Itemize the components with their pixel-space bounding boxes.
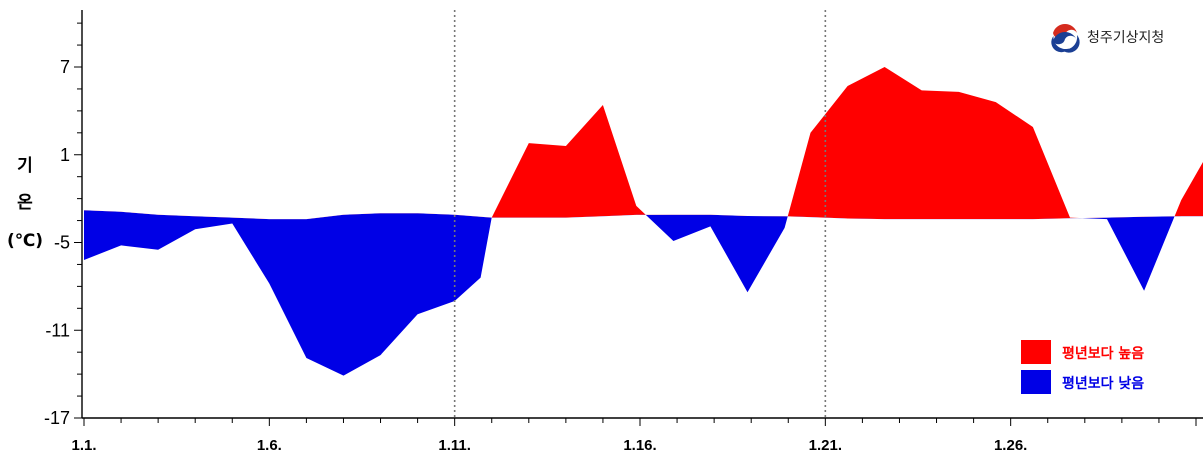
above-normal-area xyxy=(84,67,1203,220)
x-tick-label: 1.26. xyxy=(994,437,1027,454)
y-axis-label-char-1: 기 xyxy=(17,156,33,176)
legend-label: 평년보다 높음 xyxy=(1062,345,1144,362)
x-ticks: 1.1. 1.6. 1.11. 1.16. 1.21. 1.26. xyxy=(71,418,1197,454)
y-ticks: 7 1 -5 -11 -17 xyxy=(44,22,82,428)
y-tick-label: -5 xyxy=(54,233,70,253)
below-normal-area xyxy=(84,210,1203,376)
brand-name: 청주기상지청 xyxy=(1087,30,1164,46)
x-tick-label: 1.1. xyxy=(71,437,96,454)
government-emblem-icon xyxy=(1051,24,1080,53)
x-tick-label: 1.11. xyxy=(438,437,471,454)
legend-swatch xyxy=(1021,370,1051,394)
x-tick-label: 1.6. xyxy=(257,437,282,454)
y-tick-label: -11 xyxy=(45,320,70,340)
y-axis-label-char-2: 온 xyxy=(17,193,33,213)
x-tick-label: 1.21. xyxy=(809,437,842,454)
legend-swatch xyxy=(1021,340,1051,364)
y-axis-label-char-3: (℃) xyxy=(7,231,43,251)
legend-label: 평년보다 낮음 xyxy=(1062,375,1144,392)
plot-area xyxy=(84,67,1203,376)
x-tick-label: 1.16. xyxy=(623,437,656,454)
y-tick-label: 7 xyxy=(60,57,70,77)
y-axis-label: 기 온 (℃) xyxy=(7,156,43,251)
gridlines xyxy=(453,10,827,418)
y-tick-label: -17 xyxy=(44,408,70,428)
brand-logo: 청주기상지청 xyxy=(1051,24,1164,53)
y-tick-label: 1 xyxy=(60,145,70,165)
